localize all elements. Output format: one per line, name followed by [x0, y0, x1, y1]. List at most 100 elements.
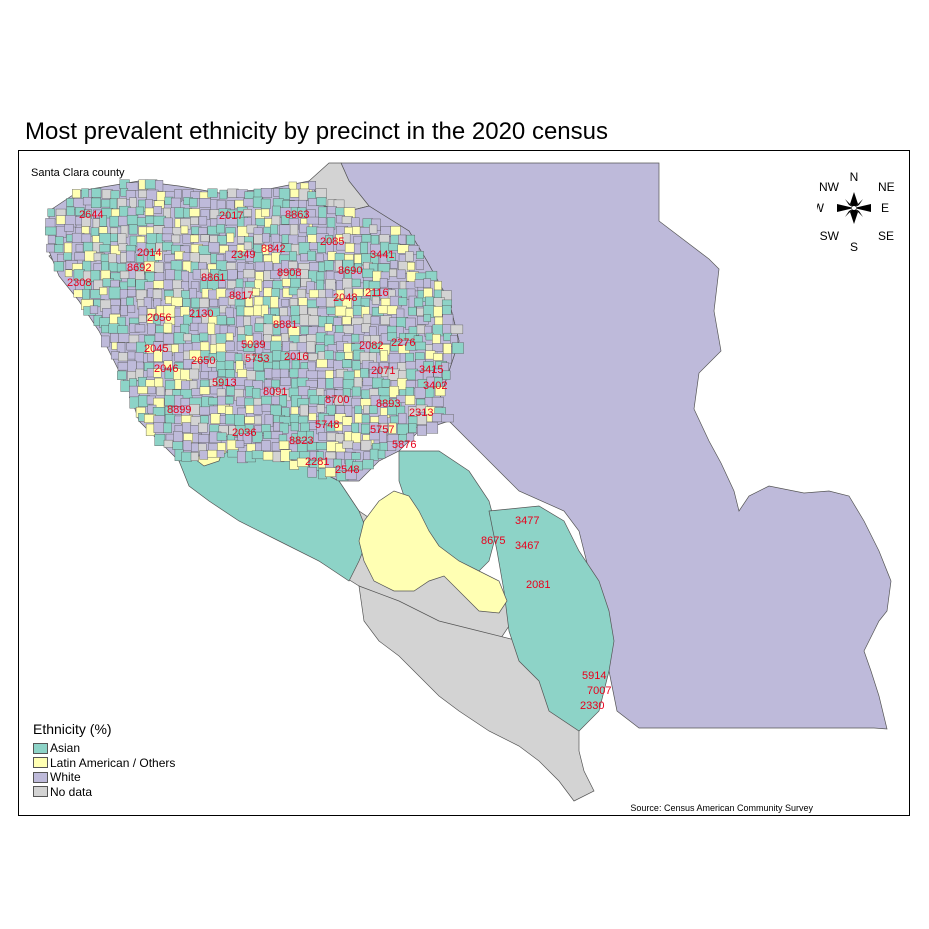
precinct-cell: [379, 278, 388, 288]
precinct-cell: [370, 316, 380, 325]
precinct-label: 2017: [219, 210, 243, 222]
precinct-cell: [381, 378, 391, 388]
precinct-cell: [272, 350, 282, 361]
precinct-cell: [344, 243, 356, 253]
precinct-cell: [216, 260, 228, 271]
precinct-cell: [252, 380, 263, 390]
precinct-cell: [244, 325, 253, 336]
precinct-cell: [216, 224, 225, 234]
precinct-cell: [198, 216, 208, 226]
precinct-cell: [416, 324, 426, 334]
precinct-cell: [306, 430, 314, 442]
precinct-cell: [351, 360, 361, 371]
precinct-cell: [362, 377, 374, 387]
precinct-cell: [200, 234, 210, 243]
compass-w: W: [817, 201, 825, 215]
precinct-cell: [118, 215, 129, 227]
precinct-cell: [351, 278, 361, 288]
precinct-cell: [244, 424, 254, 433]
precinct-cell: [199, 386, 210, 395]
precinct-cell: [442, 305, 452, 316]
precinct-label: 8675: [481, 535, 505, 547]
precinct-cell: [279, 395, 287, 407]
precinct-cell: [270, 296, 279, 308]
precinct-cell: [433, 306, 443, 317]
precinct-cell: [318, 432, 327, 441]
precinct-label: 2045: [144, 343, 168, 355]
precinct-cell: [127, 278, 136, 288]
precinct-cell: [397, 378, 408, 391]
precinct-cell: [359, 226, 371, 235]
precinct-cell: [55, 236, 64, 246]
legend-item-nodata: No data: [33, 785, 175, 800]
precinct-cell: [237, 236, 246, 244]
precinct-label: 8700: [325, 394, 349, 406]
precinct-label: 8899: [167, 404, 191, 416]
precinct-cell: [308, 181, 316, 191]
precinct-cell: [236, 396, 246, 406]
precinct-label: 3441: [370, 249, 394, 261]
precinct-cell: [89, 305, 99, 314]
precinct-cell: [423, 314, 432, 322]
precinct-cell: [334, 305, 347, 317]
precinct-cell: [289, 224, 299, 236]
precinct-cell: [279, 422, 289, 434]
precinct-cell: [73, 289, 84, 298]
precinct-cell: [272, 280, 284, 290]
precinct-cell: [127, 351, 137, 360]
precinct-cell: [110, 305, 120, 315]
precinct-label: 3415: [419, 364, 443, 376]
precinct-cell: [324, 334, 335, 347]
precinct-cell: [334, 259, 343, 272]
precinct-cell: [81, 226, 90, 234]
precinct-cell: [118, 333, 130, 343]
precinct-cell: [173, 431, 183, 443]
precinct-cell: [170, 260, 183, 271]
precinct-cell: [423, 287, 433, 298]
precinct-cell: [126, 214, 139, 225]
map-title: Most prevalent ethnicity by precinct in …: [25, 118, 608, 145]
precinct-label: 2548: [335, 464, 359, 476]
precinct-cell: [208, 397, 218, 406]
precinct-cell: [380, 271, 390, 280]
precinct-cell: [325, 278, 336, 291]
precinct-cell: [74, 252, 87, 261]
precinct-cell: [126, 342, 137, 351]
precinct-cell: [180, 225, 189, 234]
region-morgan-hill-asian: [488, 505, 615, 732]
precinct-cell: [215, 333, 227, 344]
precinct-cell: [117, 325, 129, 334]
precinct-cell: [423, 278, 431, 288]
precinct-cell: [324, 350, 334, 361]
legend-label: No data: [50, 784, 93, 799]
precinct-cell: [134, 324, 146, 333]
precinct-cell: [431, 396, 444, 407]
precinct-cell: [297, 352, 308, 361]
precinct-cell: [335, 433, 345, 443]
precinct-cell: [369, 405, 378, 414]
precinct-cell: [260, 198, 271, 209]
precinct-cell: [371, 296, 380, 305]
precinct-cell: [243, 343, 255, 352]
precinct-label: 2308: [67, 277, 91, 289]
precinct-cell: [109, 198, 118, 210]
precinct-cell: [54, 244, 64, 253]
precinct-cell: [308, 413, 317, 421]
precinct-label: 8893: [376, 398, 400, 410]
precinct-cell: [278, 188, 290, 200]
precinct-cell: [380, 350, 388, 362]
precinct-cell: [362, 459, 374, 470]
legend-item-asian: Asian: [33, 741, 175, 756]
precinct-label: 2281: [305, 456, 329, 468]
precinct-cell: [163, 439, 174, 448]
precinct-cell: [252, 332, 262, 344]
precinct-cell: [127, 360, 137, 373]
precinct-cell: [91, 188, 102, 198]
precinct-cell: [308, 353, 318, 361]
precinct-cell: [99, 244, 111, 253]
precinct-cell: [127, 304, 136, 313]
precinct-cell: [362, 313, 372, 324]
county-label: Santa Clara county: [31, 167, 125, 179]
precinct-cell: [398, 297, 408, 306]
precinct-cell: [389, 260, 398, 269]
